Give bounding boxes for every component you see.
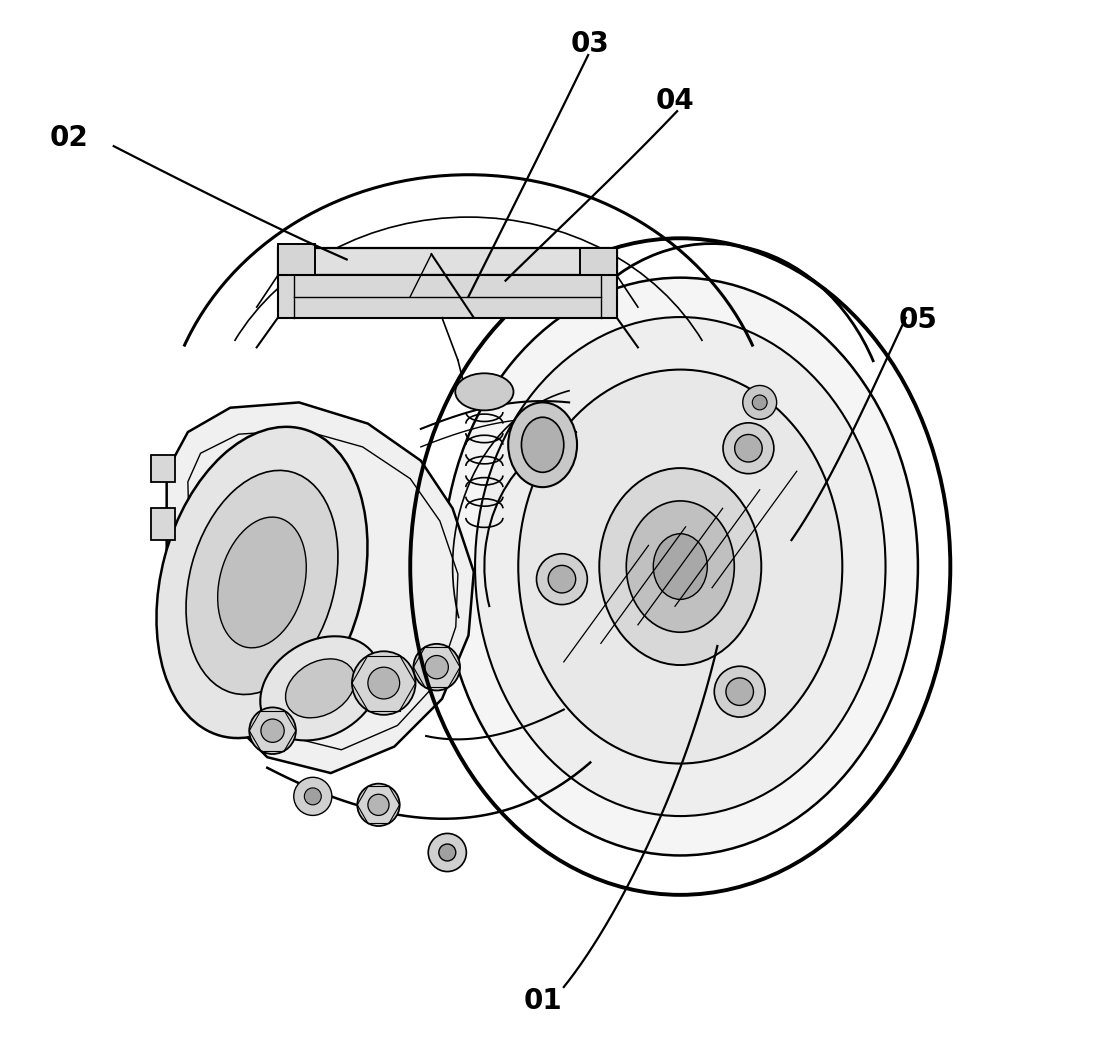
Circle shape — [428, 833, 467, 872]
Polygon shape — [278, 244, 315, 275]
Text: 05: 05 — [899, 306, 938, 334]
Ellipse shape — [218, 517, 306, 648]
Ellipse shape — [187, 470, 338, 695]
Ellipse shape — [456, 374, 514, 411]
Ellipse shape — [286, 659, 355, 718]
Circle shape — [714, 666, 765, 717]
Ellipse shape — [410, 238, 951, 895]
Ellipse shape — [442, 277, 918, 856]
Polygon shape — [278, 248, 617, 275]
Circle shape — [413, 644, 460, 690]
Circle shape — [367, 667, 400, 699]
Circle shape — [367, 794, 389, 815]
Polygon shape — [580, 248, 617, 280]
Circle shape — [726, 678, 754, 705]
Circle shape — [548, 566, 575, 593]
Ellipse shape — [627, 501, 734, 632]
Ellipse shape — [600, 468, 762, 665]
Polygon shape — [166, 402, 474, 773]
Circle shape — [294, 777, 332, 815]
Ellipse shape — [522, 417, 564, 472]
Circle shape — [261, 719, 284, 742]
Text: 02: 02 — [50, 124, 88, 151]
Polygon shape — [151, 455, 175, 482]
Circle shape — [752, 395, 767, 410]
Circle shape — [439, 844, 456, 861]
Circle shape — [357, 784, 400, 826]
Circle shape — [426, 656, 448, 679]
Polygon shape — [278, 275, 617, 318]
Ellipse shape — [518, 370, 842, 764]
Circle shape — [304, 788, 322, 805]
Ellipse shape — [475, 317, 886, 816]
Ellipse shape — [156, 427, 367, 738]
Ellipse shape — [260, 636, 380, 740]
Ellipse shape — [508, 402, 577, 487]
Text: 01: 01 — [523, 987, 562, 1015]
Circle shape — [249, 707, 296, 754]
Circle shape — [743, 385, 776, 419]
Circle shape — [536, 554, 588, 605]
Circle shape — [735, 434, 762, 462]
Ellipse shape — [653, 534, 707, 599]
Polygon shape — [151, 508, 175, 540]
Text: 03: 03 — [571, 31, 610, 58]
Circle shape — [352, 651, 416, 715]
Circle shape — [723, 423, 774, 473]
Text: 04: 04 — [656, 87, 695, 114]
